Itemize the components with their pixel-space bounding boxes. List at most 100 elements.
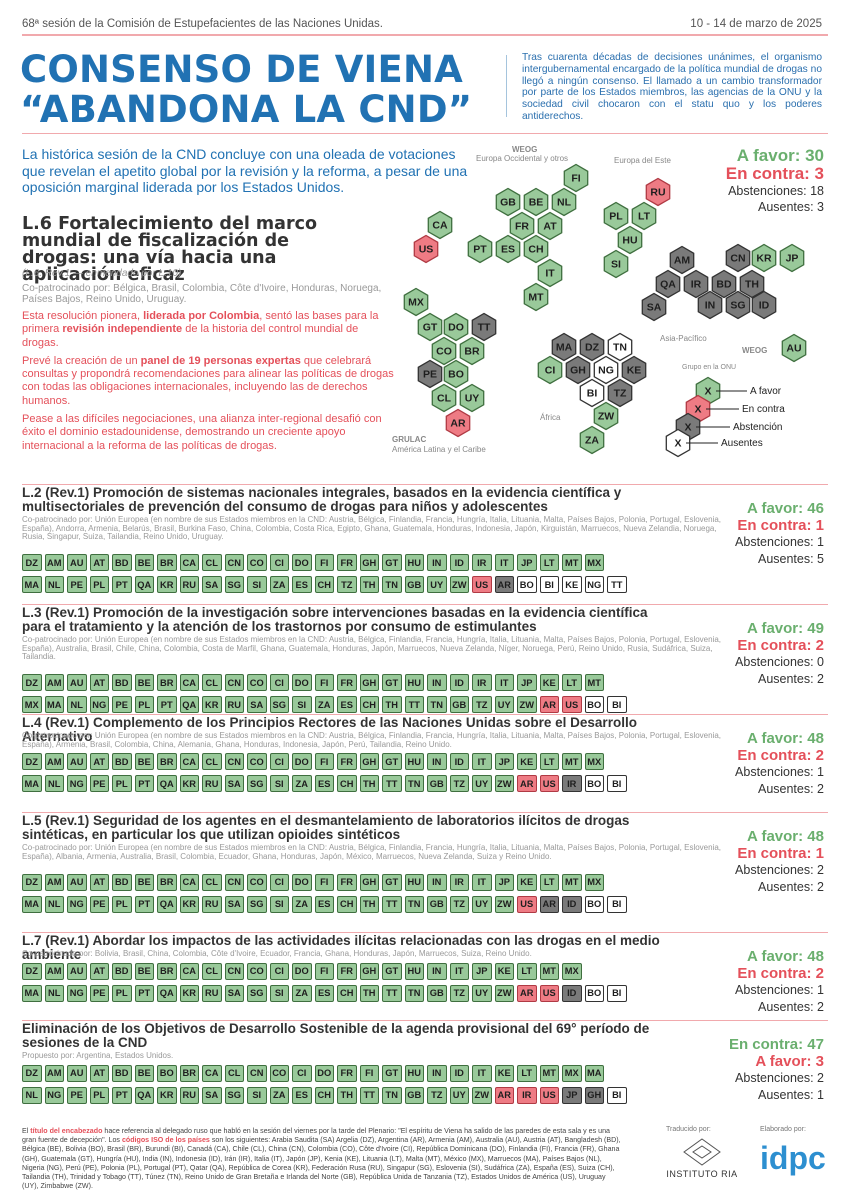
country-vote: IN xyxy=(427,753,447,771)
country-vote: NL xyxy=(44,984,64,1002)
country-vote: RU xyxy=(179,1086,199,1104)
country-vote: LT xyxy=(517,1064,537,1082)
tally-abst: Abstenciones: 1 xyxy=(735,535,824,549)
hex-bi xyxy=(579,378,605,408)
country-vote: ZW xyxy=(494,775,514,793)
hex-label: RU xyxy=(650,187,665,199)
country-vote: CA xyxy=(179,753,199,771)
country-vote: TZ xyxy=(449,895,469,913)
country-vote: QA xyxy=(157,895,177,913)
country-vote: RU xyxy=(179,576,199,594)
hex-qa xyxy=(655,269,681,299)
tally-favor: A favor: 48 xyxy=(747,730,824,747)
country-vote: SA xyxy=(224,775,244,793)
country-vote: DZ xyxy=(22,1064,42,1082)
country-vote: QA xyxy=(157,775,177,793)
resolution-cosponsors: Co-patrocinado por: Unión Europea (en no… xyxy=(22,843,722,861)
country-vote: DO xyxy=(292,674,312,692)
hex-hu xyxy=(617,225,643,255)
country-vote: NG xyxy=(67,895,87,913)
country-vote: GH xyxy=(359,962,379,980)
country-vote: TN xyxy=(382,576,402,594)
tally-aus: Ausentes: 1 xyxy=(757,1087,824,1102)
country-vote: IN xyxy=(427,554,447,572)
country-vote: GB xyxy=(427,984,447,1002)
hex-label: GT xyxy=(423,322,438,334)
weog-sub: Europa Occidental y otros xyxy=(476,154,568,163)
country-vote: IT xyxy=(472,873,492,891)
country-vote: SG xyxy=(269,696,289,714)
hex-gh xyxy=(565,355,591,385)
country-vote: IT xyxy=(494,554,514,572)
country-vote: AR xyxy=(539,696,559,714)
country-vote: BE xyxy=(134,554,154,572)
hex-label: ZW xyxy=(598,411,614,423)
vote-row: MX MA NL NG PE PL PT QA KR RU SA SG SI ZA ES CH TH TT TN GB… xyxy=(22,696,627,714)
hex-ke xyxy=(621,355,647,385)
divider xyxy=(22,932,828,933)
country-vote: BD xyxy=(112,962,132,980)
hex-label: DZ xyxy=(585,342,600,354)
vote-row: DZ AM AU AT BD BE BR CA CL CN CO CI DO FI FR GH GT HU IN ID… xyxy=(22,554,604,572)
vote-row: MA NL NG PE PL PT QA KR RU SA SG SI ZA ES CH TH TT TN GB TZ… xyxy=(22,984,627,1002)
country-vote: SA xyxy=(202,576,222,594)
hex-label: CI xyxy=(545,365,556,377)
country-vote: FI xyxy=(314,962,334,980)
africa-label: África xyxy=(540,413,561,422)
country-vote: NL xyxy=(22,1086,42,1104)
vote-row: MA NL PE PL PT QA KR RU SA SG SI ZA ES CH TZ TH TN GB UY ZW… xyxy=(22,576,627,594)
hex-be xyxy=(523,187,549,217)
hex-at xyxy=(537,211,563,241)
country-vote: AT xyxy=(89,873,109,891)
country-vote: AT xyxy=(89,962,109,980)
country-vote: MX xyxy=(584,873,604,891)
country-vote: HU xyxy=(404,1064,424,1082)
hex-label: PL xyxy=(609,211,623,223)
resolution-title: L.7 (Rev.1) Abordar los impactos de las … xyxy=(22,933,660,962)
hex-label: NL xyxy=(557,197,572,209)
country-vote: DO xyxy=(292,962,312,980)
country-vote: BD xyxy=(112,873,132,891)
country-vote: KR xyxy=(157,1086,177,1104)
country-vote: CL xyxy=(202,962,222,980)
country-vote: ZA xyxy=(292,895,312,913)
hex-label: HU xyxy=(622,235,637,247)
country-vote: KE xyxy=(494,1064,514,1082)
country-vote: ZW xyxy=(449,576,469,594)
country-vote: SG xyxy=(247,895,267,913)
country-vote: ES xyxy=(292,1086,312,1104)
country-vote: CA xyxy=(179,962,199,980)
country-vote: UY xyxy=(494,696,514,714)
country-vote: RU xyxy=(202,895,222,913)
l6-title: L.6 Fortalecimiento del marco mundial de… xyxy=(22,214,317,285)
country-vote: KR xyxy=(179,775,199,793)
country-vote: BE xyxy=(134,1064,154,1082)
country-vote: CO xyxy=(247,753,267,771)
hex-label: BI xyxy=(587,388,598,400)
vote-row: DZ AM AU AT BD BE BR CA CL CN CO CI DO FI FR GH GT HU IN ID… xyxy=(22,674,604,692)
hex-label: BR xyxy=(464,346,480,358)
country-vote: CN xyxy=(224,753,244,771)
country-vote: PT xyxy=(112,1086,132,1104)
country-vote: AR xyxy=(517,775,537,793)
hex-label: MT xyxy=(528,292,544,304)
country-vote: ZA xyxy=(292,984,312,1002)
country-vote: AT xyxy=(89,1064,109,1082)
hex-nl xyxy=(551,187,577,217)
country-vote: GH xyxy=(584,1086,604,1104)
country-vote: KR xyxy=(157,576,177,594)
country-vote: BI xyxy=(607,696,627,714)
country-vote: NG xyxy=(44,1086,64,1104)
country-vote: CL xyxy=(202,674,222,692)
country-vote: HU xyxy=(404,674,424,692)
hex-label: MA xyxy=(556,342,573,354)
country-vote: KE xyxy=(517,753,537,771)
country-vote: AR xyxy=(494,576,514,594)
country-vote: MA xyxy=(22,984,42,1002)
country-vote: QA xyxy=(157,984,177,1002)
vote-row: DZ AM AU AT BD BE BO BR CA CL CN CO CI DO FR FI GT HU IN ID… xyxy=(22,1064,604,1082)
country-vote: SI xyxy=(247,1086,267,1104)
country-vote: ZA xyxy=(269,576,289,594)
hex-mt xyxy=(523,282,549,312)
hex-label: X xyxy=(684,422,691,434)
